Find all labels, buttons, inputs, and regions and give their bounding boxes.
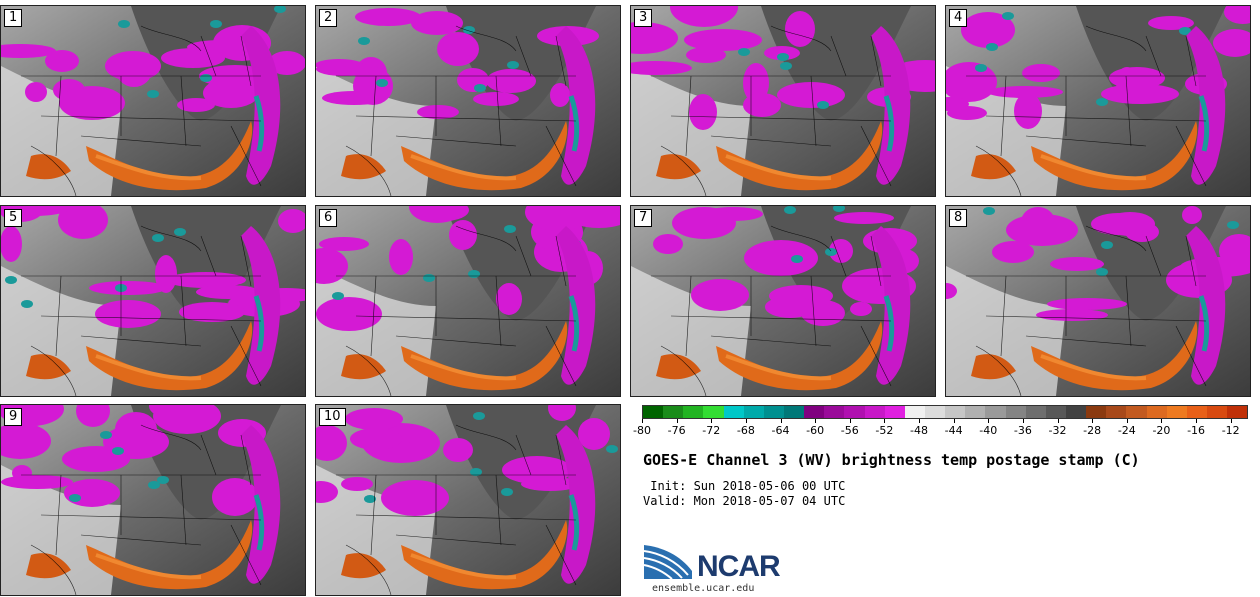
colorbar-tick-label: -52 (875, 424, 894, 437)
colorbar-swatch (844, 406, 865, 418)
colorbar-swatch (663, 406, 684, 418)
colorbar-tick-label: -28 (1083, 424, 1102, 437)
site-url: ensemble.ucar.edu (652, 583, 755, 594)
colorbar-tick-label: -56 (840, 424, 859, 437)
colorbar-swatch (1005, 406, 1026, 418)
colorbar-tick-label: -72 (702, 424, 721, 437)
colorbar-tick-label: -12 (1221, 424, 1240, 437)
colorbar-tick (1230, 419, 1232, 423)
colorbar-tick-label: -40 (979, 424, 998, 437)
ensemble-member-panel: 4 (945, 5, 1251, 197)
ensemble-member-panel: 1 (0, 5, 306, 197)
colorbar-tick-label: -48 (910, 424, 928, 437)
colorbar-tick-label: -64 (771, 424, 790, 437)
colorbar-tick (849, 419, 851, 423)
colorbar-swatch (945, 406, 966, 418)
colorbar-swatch (723, 406, 744, 418)
panel-number: 3 (634, 9, 653, 27)
ncar-logo-text: NCAR (697, 550, 781, 583)
colorbar-swatch (1166, 406, 1187, 418)
init-time: Init: Sun 2018-05-06 00 UTC (643, 479, 846, 493)
panel-number: 6 (319, 209, 338, 227)
colorbar-swatch (763, 406, 784, 418)
colorbar-tick (919, 419, 921, 423)
colorbar-swatch (1126, 406, 1147, 418)
colorbar-tick (1022, 419, 1024, 423)
colorbar-swatch (965, 406, 986, 418)
colorbar-tick-label: -20 (1152, 424, 1171, 437)
ensemble-member-panel: 3 (630, 5, 936, 197)
colorbar-swatch (683, 406, 704, 418)
colorbar-tick (642, 419, 643, 423)
colorbar-tick-label: -24 (1117, 424, 1136, 437)
colorbar-swatch (864, 406, 885, 418)
colorbar-tick (1161, 419, 1163, 423)
colorbar-tick-label: -44 (944, 424, 963, 437)
ensemble-member-panel: 9 (0, 404, 306, 596)
colorbar-swatch (1206, 406, 1228, 418)
ensemble-member-panel: 2 (315, 5, 621, 197)
colorbar-tick (1057, 419, 1059, 423)
temperature-colorbar (642, 405, 1248, 419)
colorbar-swatch (904, 406, 925, 418)
colorbar-swatch (1086, 406, 1107, 418)
panel-number: 2 (319, 9, 338, 27)
colorbar-tick (1126, 419, 1128, 423)
panel-number: 5 (4, 209, 23, 227)
ensemble-member-panel: 10 (315, 404, 621, 596)
colorbar-tick-label: -76 (667, 424, 686, 437)
colorbar-tick (988, 419, 990, 423)
colorbar-tick (1092, 419, 1094, 423)
panel-number: 10 (319, 408, 346, 426)
ensemble-member-panel: 6 (315, 205, 621, 397)
panel-number: 9 (4, 408, 23, 426)
colorbar-tick-label: -80 (633, 424, 651, 437)
colorbar-swatch (985, 406, 1006, 418)
colorbar-tick (711, 419, 713, 423)
colorbar-swatch (924, 406, 946, 418)
colorbar-swatch (1106, 406, 1127, 418)
colorbar-swatch (1025, 406, 1046, 418)
colorbar-tick (953, 419, 955, 423)
product-title: GOES-E Channel 3 (WV) brightness temp po… (643, 451, 1140, 469)
colorbar-tick-label: -36 (1013, 424, 1032, 437)
ensemble-member-panel: 5 (0, 205, 306, 397)
colorbar-swatch (804, 406, 825, 418)
colorbar-swatch (1186, 406, 1207, 418)
panel-number: 8 (949, 209, 968, 227)
colorbar-tick (745, 419, 747, 423)
ncar-logo-icon (643, 545, 692, 580)
colorbar-swatch (783, 406, 805, 418)
colorbar-tick (815, 419, 817, 423)
colorbar-swatch (643, 406, 664, 418)
panel-number: 1 (4, 9, 23, 27)
colorbar-swatch (743, 406, 764, 418)
ensemble-member-panel: 7 (630, 205, 936, 397)
panel-number: 7 (634, 209, 653, 227)
colorbar-swatch (1227, 406, 1248, 418)
colorbar-swatch (884, 406, 905, 418)
colorbar-swatch (1065, 406, 1087, 418)
colorbar-swatch (703, 406, 724, 418)
colorbar-ticks: -80 -76 -72 -68 -64 -60 -56 -52 -48 -44 -40 -36 -32 -… (633, 419, 1248, 439)
colorbar-swatch (1146, 406, 1167, 418)
colorbar-tick (780, 419, 782, 423)
colorbar-tick-label: -68 (736, 424, 755, 437)
ensemble-member-panel: 8 (945, 205, 1251, 397)
colorbar-tick (676, 419, 678, 423)
colorbar-tick-label: -16 (1187, 424, 1206, 437)
colorbar-tick-label: -32 (1048, 424, 1067, 437)
colorbar-tick (884, 419, 886, 423)
colorbar-swatch (824, 406, 845, 418)
valid-time: Valid: Mon 2018-05-07 04 UTC (643, 494, 846, 508)
colorbar-tick-label: -60 (806, 424, 825, 437)
panel-number: 4 (949, 9, 968, 27)
colorbar-swatch (1045, 406, 1066, 418)
colorbar-tick (1196, 419, 1198, 423)
